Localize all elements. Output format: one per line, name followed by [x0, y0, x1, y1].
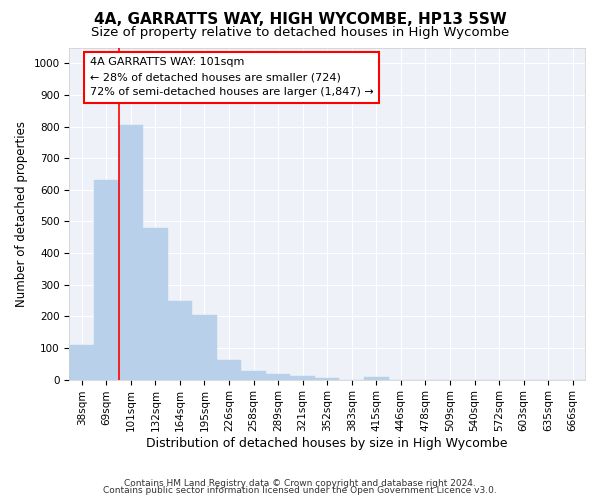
- Bar: [143, 228, 167, 380]
- Bar: [94, 180, 119, 380]
- Bar: [364, 377, 389, 380]
- Bar: [70, 345, 94, 380]
- Bar: [192, 315, 217, 380]
- Bar: [241, 370, 266, 380]
- Bar: [315, 378, 340, 380]
- Bar: [266, 374, 290, 380]
- Text: Contains HM Land Registry data © Crown copyright and database right 2024.: Contains HM Land Registry data © Crown c…: [124, 478, 476, 488]
- Text: 4A GARRATTS WAY: 101sqm
← 28% of detached houses are smaller (724)
72% of semi-d: 4A GARRATTS WAY: 101sqm ← 28% of detache…: [90, 58, 374, 97]
- Bar: [119, 125, 143, 380]
- Text: Contains public sector information licensed under the Open Government Licence v3: Contains public sector information licen…: [103, 486, 497, 495]
- X-axis label: Distribution of detached houses by size in High Wycombe: Distribution of detached houses by size …: [146, 437, 508, 450]
- Text: Size of property relative to detached houses in High Wycombe: Size of property relative to detached ho…: [91, 26, 509, 39]
- Bar: [290, 376, 315, 380]
- Bar: [167, 300, 192, 380]
- Y-axis label: Number of detached properties: Number of detached properties: [15, 120, 28, 306]
- Bar: [217, 360, 241, 380]
- Text: 4A, GARRATTS WAY, HIGH WYCOMBE, HP13 5SW: 4A, GARRATTS WAY, HIGH WYCOMBE, HP13 5SW: [94, 12, 506, 28]
